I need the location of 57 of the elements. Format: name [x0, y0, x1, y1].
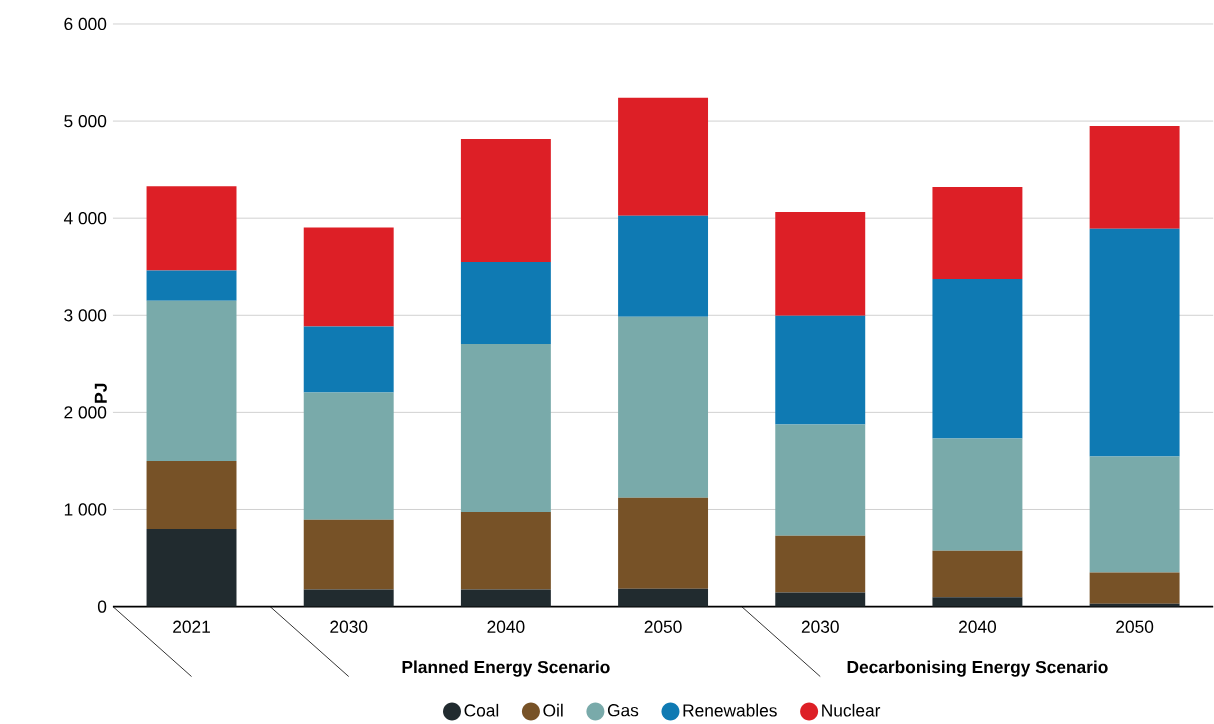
y-tick-label: 1 000 — [64, 503, 107, 516]
bar — [775, 211, 866, 316]
text: Decarbonising Energy Scenario — [847, 660, 1108, 677]
text: Planned Energy Scenario — [402, 660, 610, 677]
bar — [146, 460, 237, 529]
y-tick-label: 2 000 — [64, 406, 107, 419]
bar — [460, 261, 551, 344]
bar — [460, 589, 551, 607]
y-tick-label: 5 000 — [64, 114, 107, 128]
bar — [460, 343, 551, 512]
y-tick-label: 4 000 — [63, 211, 107, 225]
bar — [303, 519, 394, 590]
bar — [775, 535, 866, 593]
bar — [146, 270, 237, 301]
bar — [303, 227, 394, 327]
bar — [1089, 572, 1180, 604]
x-tick-label: 2040 — [959, 620, 997, 633]
bar — [303, 589, 394, 607]
y-tick-label: 3 000 — [64, 308, 107, 322]
bar — [932, 597, 1023, 607]
legend-label: Coal — [464, 703, 499, 717]
bar — [932, 438, 1023, 551]
bar — [618, 215, 709, 317]
x-tick-label: 2030 — [330, 620, 368, 633]
bar — [303, 392, 394, 520]
bar — [1089, 228, 1180, 457]
bar — [146, 185, 237, 271]
bar — [775, 315, 866, 425]
bar — [460, 138, 551, 262]
x-tick-label: 2050 — [644, 620, 682, 633]
bar — [146, 300, 237, 461]
legend-label: Oil — [543, 703, 563, 717]
legend-label: Renewables — [683, 703, 777, 717]
y-tick-label: 6 000 — [64, 17, 107, 30]
bar — [146, 528, 237, 607]
x-tick-label: 2030 — [801, 620, 839, 633]
bar — [932, 278, 1023, 439]
x-tick-label: 2040 — [487, 620, 525, 633]
bar — [303, 326, 394, 393]
bar — [618, 316, 709, 498]
x-tick-label: 2021 — [173, 620, 210, 633]
bar — [1089, 603, 1180, 607]
bar — [1089, 125, 1180, 229]
bar — [775, 592, 866, 607]
legend-label: Gas — [607, 703, 639, 717]
y-axis-title: PJ — [94, 383, 107, 403]
x-tick-label: 2050 — [1116, 620, 1154, 633]
bar — [775, 424, 866, 536]
bar — [460, 511, 551, 590]
bar — [932, 550, 1023, 598]
bar — [1089, 456, 1180, 573]
bar — [618, 588, 709, 607]
legend-label: Nuclear — [822, 703, 881, 717]
bar — [932, 186, 1023, 279]
bar — [618, 97, 709, 216]
y-tick-label: 0 — [97, 600, 107, 613]
bar — [618, 497, 709, 589]
